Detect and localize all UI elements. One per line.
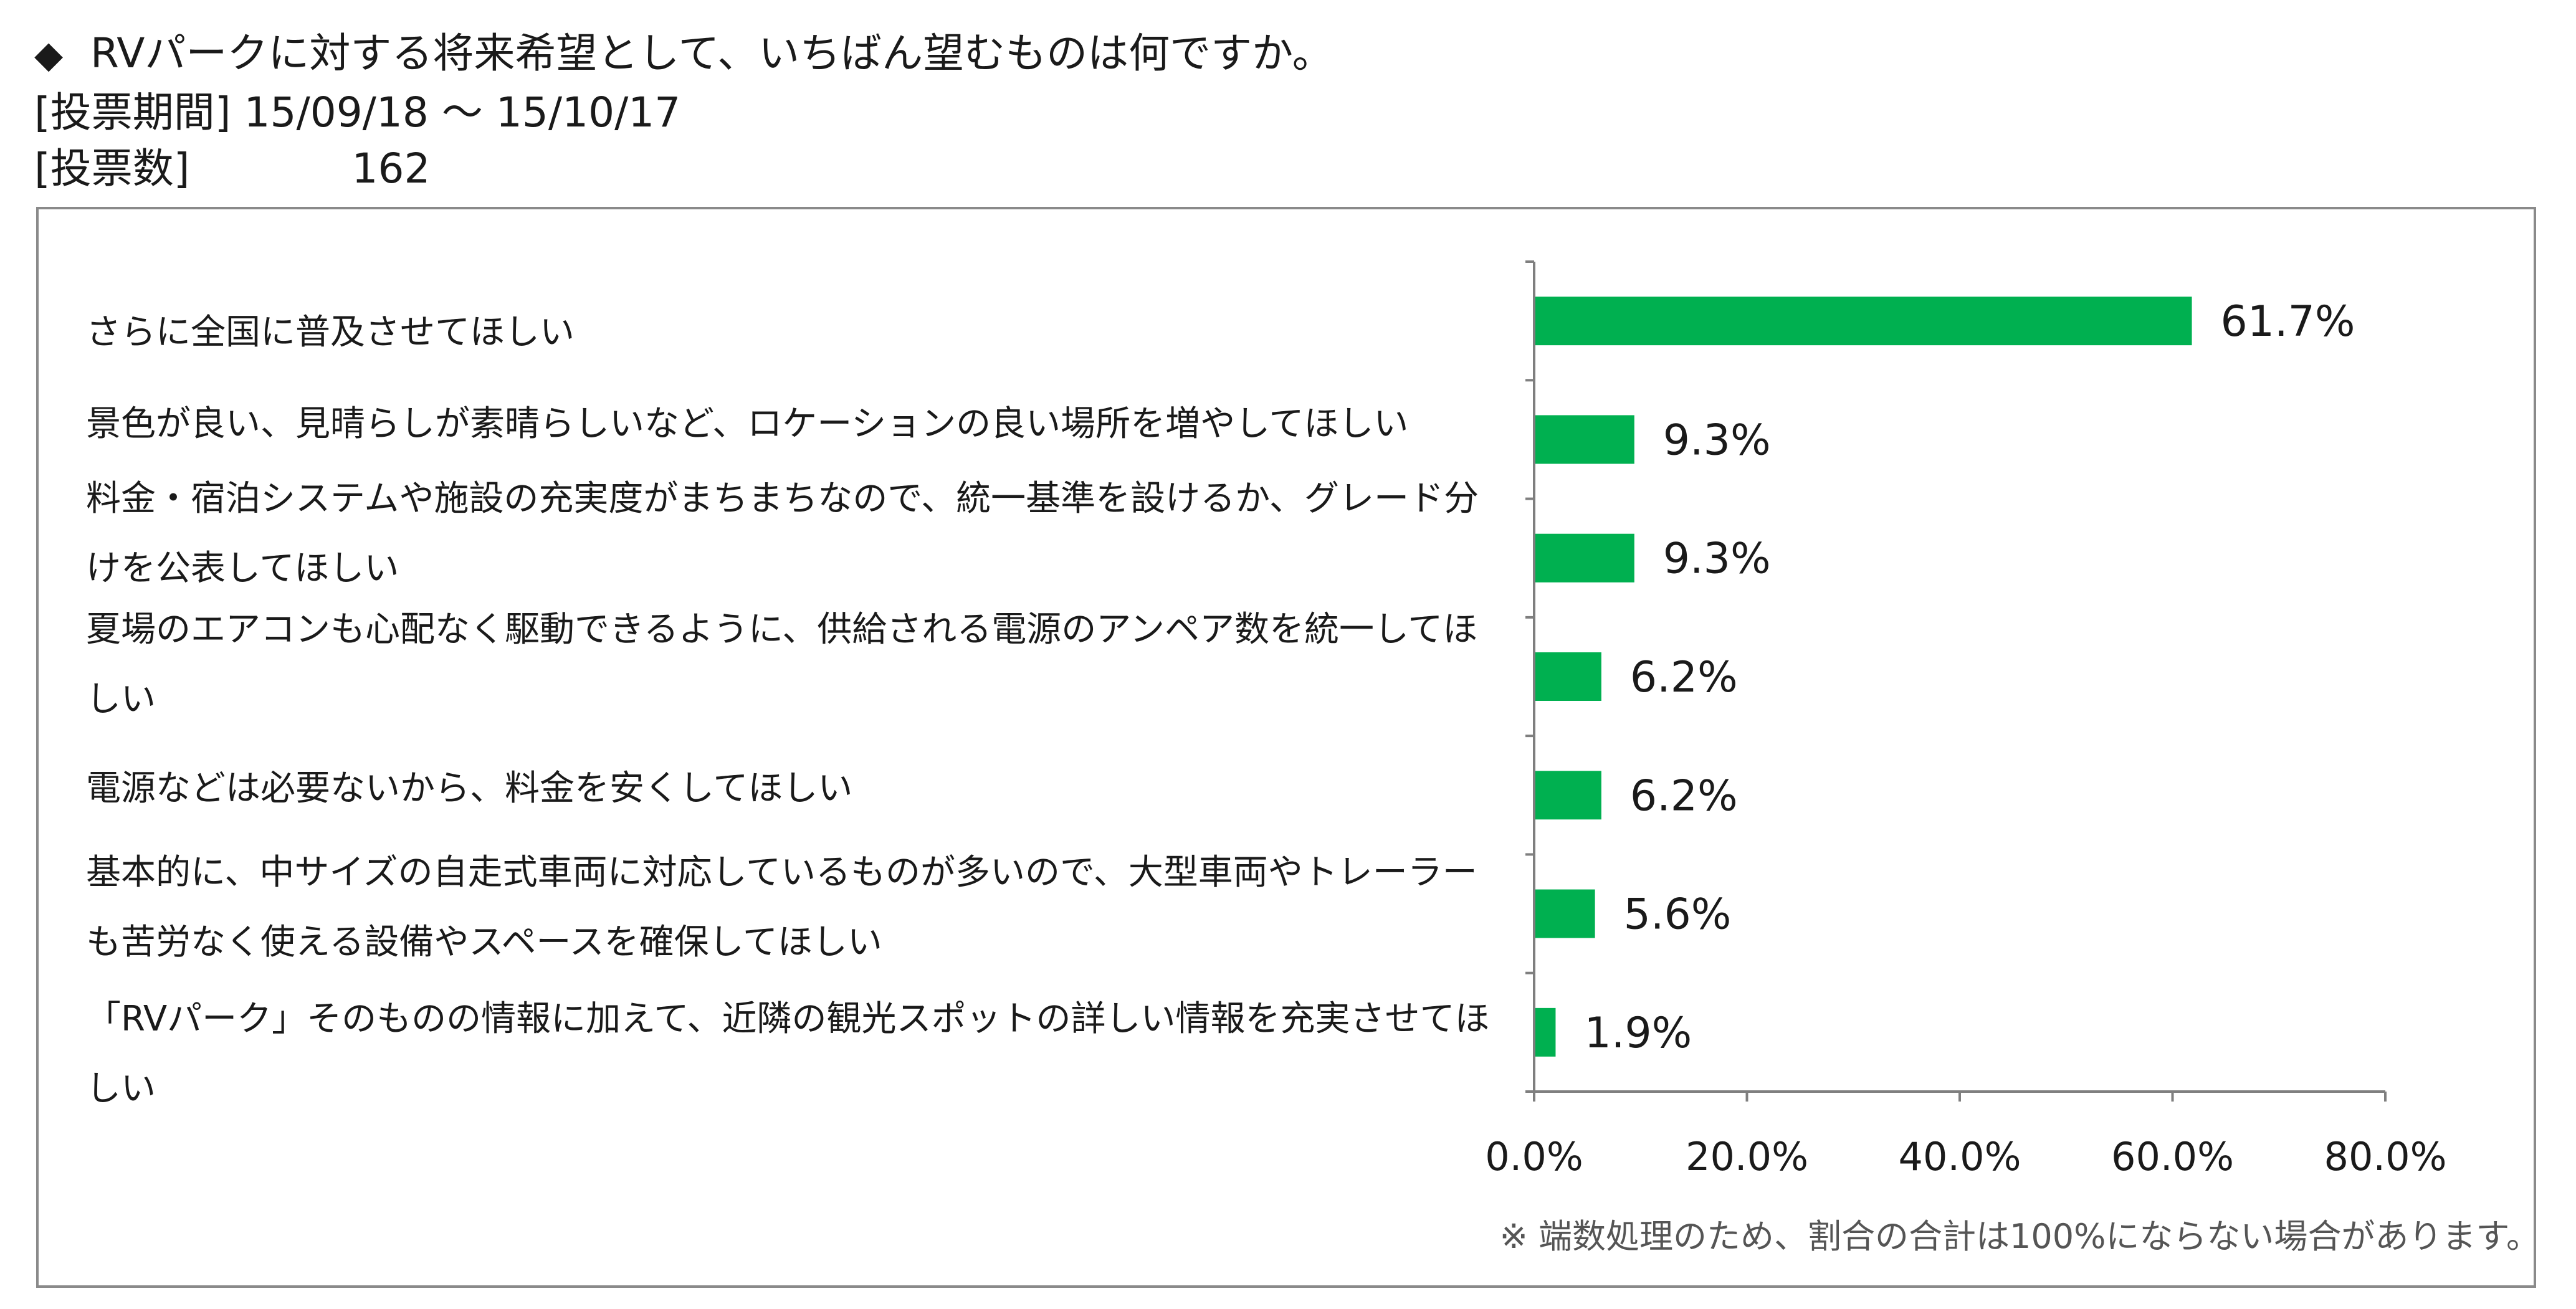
vote-period: [投票期間] 15/09/18 〜 15/10/17 bbox=[34, 85, 1333, 141]
vote-count: [投票数] 162 bbox=[34, 141, 1333, 197]
x-tick-label: 80.0% bbox=[2324, 1134, 2447, 1179]
period-value: 15/09/18 〜 15/10/17 bbox=[244, 88, 681, 136]
x-tick-label: 20.0% bbox=[1686, 1134, 1808, 1179]
period-label: [投票期間] bbox=[34, 88, 231, 136]
category-label: 「RVパーク」そのものの情報に加えて、近隣の観光スポットの詳しい情報を充実させて… bbox=[86, 999, 1490, 1109]
page-title: ◆ RVパークに対する将来希望として、いちばん望むものは何ですか。 bbox=[34, 24, 1333, 85]
category-label: 基本的に、中サイズの自走式車両に対応しているものが多いので、大型車両やトレーラー… bbox=[86, 852, 1477, 963]
x-tick-label: 40.0% bbox=[1899, 1134, 2021, 1179]
category-label: 電源などは必要ないから、料金を安くしてほしい bbox=[86, 768, 853, 809]
data-label: 1.9% bbox=[1584, 1009, 1692, 1058]
count-label: [投票数] bbox=[34, 145, 190, 193]
category-label: 景色が良い、見晴らしが素晴らしいなど、ロケーションの良い場所を増やしてほしい bbox=[86, 404, 1409, 444]
title-text: RVパークに対する将来希望として、いちばん望むものは何ですか。 bbox=[90, 29, 1333, 77]
x-tick-label: 60.0% bbox=[2111, 1134, 2234, 1179]
bar bbox=[1535, 889, 1595, 938]
data-label: 5.6% bbox=[1624, 890, 1732, 940]
chart-frame bbox=[36, 207, 2536, 1288]
bar bbox=[1535, 533, 1634, 583]
bar bbox=[1535, 652, 1601, 701]
data-label: 9.3% bbox=[1663, 416, 1771, 465]
bar bbox=[1535, 1007, 1556, 1057]
bar bbox=[1535, 771, 1601, 820]
bar bbox=[1535, 415, 1634, 464]
category-label: 料金・宿泊システムや施設の充実度がまちまちなので、統一基準を設けるか、グレード分… bbox=[86, 478, 1479, 589]
data-label: 61.7% bbox=[2221, 297, 2355, 346]
category-label: さらに全国に普及させてほしい bbox=[86, 312, 575, 353]
bar bbox=[1535, 297, 2192, 346]
x-tick-label: 0.0% bbox=[1485, 1134, 1583, 1179]
category-label: 夏場のエアコンも心配なく駆動できるように、供給される電源のアンペア数を統一してほ… bbox=[86, 609, 1478, 720]
footnote: ※ 端数処理のため、割合の合計は100%にならない場合があります。 bbox=[1499, 1217, 2540, 1256]
count-value: 162 bbox=[351, 145, 431, 193]
diamond-bullet-icon: ◆ bbox=[34, 33, 64, 77]
header: ◆ RVパークに対する将来希望として、いちばん望むものは何ですか。 [投票期間] … bbox=[34, 24, 1333, 197]
data-label: 6.2% bbox=[1630, 771, 1738, 821]
data-label: 9.3% bbox=[1663, 535, 1771, 584]
data-label: 6.2% bbox=[1630, 653, 1738, 702]
